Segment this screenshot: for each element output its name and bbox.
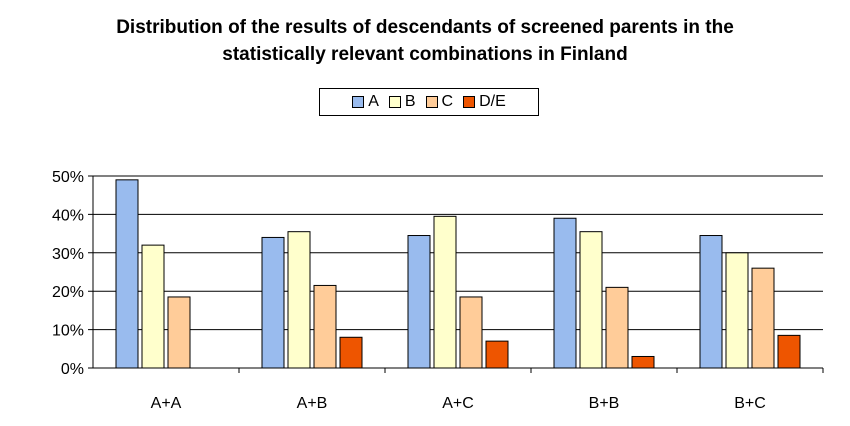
legend-item-a: A [352,93,379,111]
x-tick-label: A+B [297,395,328,412]
bar-a-bc [699,235,723,369]
bar-b-bc [725,252,749,369]
bar-c-bb [605,286,629,369]
bar-c-ac [459,296,483,369]
legend-swatch-a [352,96,365,108]
legend-label-b: B [404,93,416,110]
x-tick-label: A+C [442,395,474,412]
y-tick-label: 10% [52,323,84,340]
legend-item-b: B [388,93,416,111]
x-tick-label: B+B [589,395,620,412]
bar-a-ab [261,236,285,369]
bar-de-bc [777,334,801,369]
x-tick-label: B+C [734,395,766,412]
chart-title-line-2: statistically relevant combinations in F… [222,44,628,65]
bar-b-ac [433,215,457,369]
bar-b-bb [579,231,603,369]
legend-item-de: D/E [463,93,506,111]
chart-title: Distribution of the results of descendan… [0,14,850,68]
bar-de-bb [631,355,655,369]
chart-title-line-1: Distribution of the results of descendan… [116,17,734,38]
y-tick-label: 30% [52,246,84,263]
bar-de-ac [485,340,509,369]
bar-c-aa [167,296,191,369]
bar-b-ab [287,231,311,369]
bar-de-ab [339,336,363,369]
legend-swatch-b [388,96,401,108]
legend-swatch-c [425,96,438,108]
bar-c-ab [313,284,337,369]
bar-c-bc [751,267,775,369]
bar-a-ac [407,235,431,369]
bar-a-bb [553,217,577,369]
y-tick-label: 0% [61,361,84,378]
y-tick-label: 40% [52,207,84,224]
y-tick-label: 50% [52,169,84,186]
x-tick-label: A+A [151,395,182,412]
chart-legend: A B C D/E [319,88,539,116]
legend-label-a: A [368,93,379,110]
legend-label-de: D/E [479,93,506,110]
bar-a-aa [115,179,139,369]
y-tick-label: 20% [52,284,84,301]
legend-item-c: C [425,93,454,111]
legend-label-c: C [441,93,454,110]
legend-swatch-de [463,96,476,108]
bar-b-aa [141,244,165,369]
